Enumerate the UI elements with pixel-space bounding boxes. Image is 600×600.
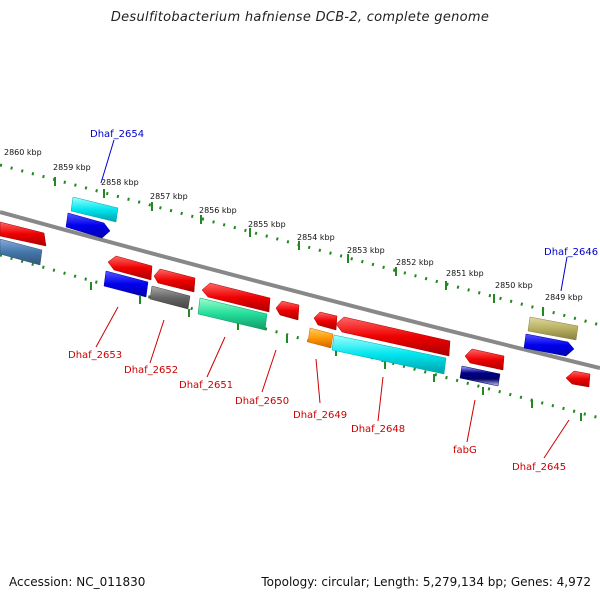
gene-arrow-blue[interactable]	[103, 270, 149, 298]
gene-label-dhaf-2653[interactable]: Dhaf_2653	[68, 350, 122, 361]
gene-label-dhaf-2652[interactable]: Dhaf_2652	[124, 365, 178, 376]
gene-arrow-red[interactable]	[565, 370, 591, 388]
tick-label: 2857 kbp	[150, 192, 188, 201]
tick-label: 2855 kbp	[248, 220, 286, 229]
gene-arrow-navy[interactable]	[459, 365, 501, 387]
genome-title: Desulfitobacterium hafniense DCB-2, comp…	[110, 10, 490, 25]
tick-label: 2852 kbp	[396, 258, 434, 267]
gene-arrow-olive[interactable]	[527, 316, 579, 341]
ruler-tick-labels: 2860 kbp 2859 kbp 2858 kbp 2857 kbp 2856…	[4, 148, 583, 302]
gene-arrow-red[interactable]	[153, 268, 196, 293]
gene-arrow-cyan[interactable]	[331, 334, 447, 375]
gene-label-dhaf-2650[interactable]: Dhaf_2650	[235, 396, 289, 407]
gene-arrow-gray[interactable]	[149, 285, 191, 310]
accession-text: Accession: NC_011830	[9, 575, 146, 589]
tick-label: 2858 kbp	[101, 178, 139, 187]
gene-arrow-steel[interactable]	[0, 238, 43, 266]
genome-summary-text: Topology: circular; Length: 5,279,134 bp…	[261, 575, 591, 589]
gene-label-dhaf-2646[interactable]: Dhaf_2646	[544, 247, 598, 258]
gene-arrow-red[interactable]	[107, 255, 153, 281]
gene-arrow-red[interactable]	[464, 348, 505, 371]
gene-arrow-red[interactable]	[275, 300, 300, 321]
gene-arrow-blue[interactable]	[523, 333, 575, 357]
tick-label: 2849 kbp	[545, 293, 583, 302]
gene-label-dhaf-2649[interactable]: Dhaf_2649	[293, 410, 347, 421]
gene-arrow-orange[interactable]	[307, 327, 334, 349]
lower-ruler-track	[0, 253, 600, 420]
gene-labels: Dhaf_2654 Dhaf_2646 Dhaf_2653 Dhaf_2652 …	[68, 129, 598, 473]
gene-label-fabg[interactable]: fabG	[453, 445, 477, 456]
tick-label: 2859 kbp	[53, 163, 91, 172]
top-strand-genes	[0, 196, 579, 357]
genome-backbone	[0, 210, 600, 370]
tick-label: 2851 kbp	[446, 269, 484, 278]
gene-label-dhaf-2654[interactable]: Dhaf_2654	[90, 129, 144, 140]
gene-label-dhaf-2645[interactable]: Dhaf_2645	[512, 462, 566, 473]
gene-arrow-green[interactable]	[197, 297, 268, 331]
gene-arrow-red[interactable]	[0, 221, 47, 247]
tick-label: 2854 kbp	[297, 233, 335, 242]
bottom-strand-genes	[103, 255, 591, 388]
tick-label: 2850 kbp	[495, 281, 533, 290]
gene-label-dhaf-2648[interactable]: Dhaf_2648	[351, 424, 405, 435]
gene-arrow-red[interactable]	[313, 311, 338, 331]
gene-label-dhaf-2651[interactable]: Dhaf_2651	[179, 380, 233, 391]
gene-arrow-red[interactable]	[335, 316, 451, 357]
gene-arrow-cyan[interactable]	[70, 196, 119, 223]
gene-callout-lines	[95, 139, 570, 459]
gene-arrow-red[interactable]	[201, 282, 271, 313]
tick-label: 2860 kbp	[4, 148, 42, 157]
gene-arrow-blue[interactable]	[65, 212, 111, 239]
ruler-major-ticks	[54, 177, 582, 421]
tick-label: 2853 kbp	[347, 246, 385, 255]
tick-label: 2856 kbp	[199, 206, 237, 215]
